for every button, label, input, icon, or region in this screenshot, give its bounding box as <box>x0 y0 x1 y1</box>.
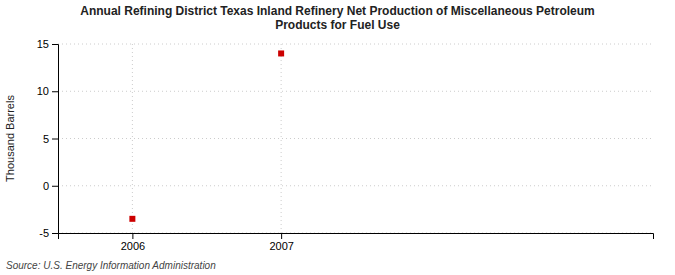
title: Annual Refining District Texas Inland Re… <box>80 4 595 32</box>
tick: 5 <box>43 133 58 145</box>
grid <box>58 44 653 233</box>
tick-mark <box>52 139 58 140</box>
tick: 2007 <box>269 233 293 252</box>
tick-mark <box>52 186 58 187</box>
y-axis: -5 0 5 10 15 <box>37 38 59 239</box>
axis-line <box>59 234 654 240</box>
title-line: Annual Refining District Texas Inland Re… <box>80 4 595 18</box>
tick: 15 <box>37 38 58 50</box>
grid-line-y <box>58 185 653 186</box>
x-axis: 2006 2007 <box>59 233 654 252</box>
axis-line <box>52 45 59 234</box>
tick-mark <box>52 44 58 45</box>
tick: 2006 <box>121 233 145 252</box>
source: Source: U.S. Energy Information Administ… <box>6 260 216 271</box>
tick-mark <box>52 233 58 234</box>
tick-label: 2007 <box>269 240 293 252</box>
tick-label: 15 <box>37 38 49 50</box>
point <box>129 216 135 222</box>
tick-mark <box>281 233 282 239</box>
points <box>129 50 284 221</box>
grid-line-y <box>58 138 653 139</box>
tick-mark <box>132 233 133 239</box>
point <box>278 50 284 56</box>
plot: 2006 2007 -5 0 5 10 15 <box>37 38 654 252</box>
tick-label: 5 <box>43 133 49 145</box>
tick-label: 0 <box>43 180 49 192</box>
tick-label: 10 <box>37 85 49 97</box>
grid-line-x <box>281 44 282 233</box>
chart: Annual Refining District Texas Inland Re… <box>0 0 675 275</box>
grid-line-y <box>58 44 653 45</box>
tick: 0 <box>43 180 58 192</box>
tick-label: -5 <box>39 227 49 239</box>
tick: -5 <box>39 227 58 239</box>
tick-mark <box>52 91 58 92</box>
grid-line-y <box>58 91 653 92</box>
y-axis-label: Thousand Barrels <box>4 95 16 182</box>
tick-label: 2006 <box>121 240 145 252</box>
title-line: Products for Fuel Use <box>275 18 400 32</box>
tick: 10 <box>37 85 58 97</box>
grid-line-x <box>132 44 133 233</box>
